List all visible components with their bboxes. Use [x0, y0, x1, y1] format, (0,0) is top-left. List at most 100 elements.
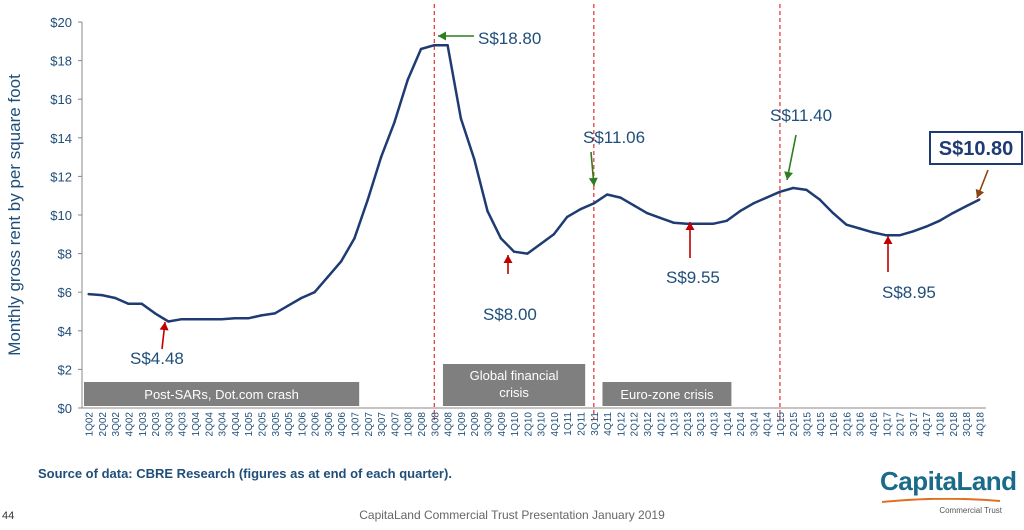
x-tick-label: 1Q06: [297, 412, 308, 437]
data-point: [619, 196, 622, 199]
annotation-box: [929, 131, 1023, 165]
x-tick-label: 3Q11: [590, 412, 601, 436]
value-annotation: S$9.55: [666, 222, 720, 287]
data-point: [207, 318, 210, 321]
x-tick-label: 2Q05: [257, 412, 268, 437]
value-annotation: S$8.95: [882, 236, 936, 302]
x-tick-label: 1Q05: [244, 412, 255, 437]
annotation-label: S$18.80: [478, 29, 541, 48]
x-tick-label: 2Q15: [789, 412, 800, 437]
period-box: Post-SARs, Dot.com crash: [84, 382, 360, 406]
value-annotation: S$11.40: [770, 106, 832, 181]
x-tick-label: 4Q08: [444, 412, 455, 437]
x-tick-label: 4Q15: [816, 412, 827, 437]
x-tick-label: 1Q18: [935, 412, 946, 437]
x-tick-label: 2Q13: [683, 412, 694, 437]
x-tick-label: 3Q05: [271, 412, 282, 437]
period-box-rect: [442, 364, 586, 406]
x-tick-label: 3Q15: [803, 412, 814, 437]
x-tick-label: 3Q04: [218, 412, 229, 437]
x-tick-label: 3Q13: [696, 412, 707, 437]
x-tick-label: 2Q08: [417, 412, 428, 437]
x-tick-label: 1Q09: [457, 412, 468, 437]
x-tick-label: 2Q04: [204, 412, 215, 437]
period-label: Post-SARs, Dot.com crash: [144, 387, 299, 402]
x-tick-label: 1Q17: [882, 412, 893, 437]
data-point: [871, 231, 875, 234]
data-point: [752, 202, 755, 205]
y-tick-label: $2: [58, 362, 72, 377]
x-tick-label: 1Q07: [351, 412, 362, 437]
y-tick-label: $20: [50, 15, 72, 30]
annotation-arrowhead: [784, 171, 793, 180]
data-point: [233, 317, 237, 320]
period-box-rect: [602, 382, 732, 406]
annotation-label: S$8.95: [882, 283, 936, 302]
data-point: [114, 296, 117, 300]
x-tick-label: 4Q13: [709, 412, 720, 437]
rent-series-line: [88, 43, 980, 323]
y-tick-label: $8: [58, 247, 72, 262]
data-point: [592, 202, 596, 205]
data-point: [605, 193, 609, 196]
data-point: [300, 296, 303, 300]
x-tick-label: 2Q14: [736, 412, 747, 437]
annotation-arrowhead: [975, 188, 985, 198]
x-tick-label: 3Q08: [430, 412, 441, 437]
y-tick-label: $14: [50, 131, 72, 146]
x-tick-label: 2Q17: [896, 412, 907, 437]
logo-swoosh-icon: [882, 498, 1000, 503]
x-tick-label: 2Q06: [311, 412, 322, 437]
data-point: [685, 222, 689, 225]
y-tick-label: $4: [58, 324, 72, 339]
data-point: [512, 250, 516, 253]
x-tick-label: 1Q14: [723, 412, 734, 437]
data-point: [526, 252, 529, 255]
annotation-label: S$4.48: [130, 349, 184, 368]
data-point: [552, 233, 556, 236]
x-tick-label: 3Q06: [324, 412, 335, 437]
period-box: Euro-zone crisis: [602, 382, 732, 406]
x-tick-label: 1Q12: [616, 412, 627, 437]
data-point: [472, 157, 476, 161]
data-point: [725, 219, 728, 222]
x-tick-label: 4Q03: [178, 412, 189, 437]
data-point: [672, 221, 675, 224]
data-point: [486, 209, 489, 213]
annotation-label: S$10.80: [939, 138, 1014, 160]
data-point: [406, 78, 409, 82]
logo-subtitle: Commercial Trust: [939, 506, 1002, 515]
data-point: [127, 302, 130, 305]
x-tick-label: 4Q04: [231, 412, 242, 437]
x-tick-label: 3Q14: [749, 412, 760, 437]
x-tick-label: 1Q04: [191, 412, 202, 437]
value-annotation: S$11.06: [583, 128, 645, 187]
annotation-label: S$11.40: [770, 106, 832, 125]
x-tick-label: 2Q12: [630, 412, 641, 437]
data-point: [659, 216, 662, 220]
data-point: [326, 275, 330, 278]
data-point: [898, 234, 901, 237]
data-point: [645, 211, 649, 215]
data-point: [313, 291, 316, 294]
period-label: Euro-zone crisis: [620, 387, 714, 402]
data-point: [433, 43, 436, 47]
x-tick-label: 1Q15: [776, 412, 787, 437]
x-tick-label: 4Q06: [337, 412, 348, 437]
data-point: [379, 155, 383, 159]
y-tick-label: $12: [50, 169, 72, 184]
annotation-arrowhead: [159, 322, 169, 331]
data-point: [246, 317, 250, 320]
x-tick-label: 2Q10: [523, 412, 534, 437]
x-tick-label: 4Q12: [656, 412, 667, 437]
x-tick-label: 2Q02: [98, 412, 109, 437]
data-point: [220, 318, 223, 321]
presentation-footer: CapitaLand Commercial Trust Presentation…: [359, 508, 665, 522]
logo-name: CapitaLand: [880, 466, 1017, 496]
x-tick-label: 4Q02: [125, 412, 136, 437]
data-point: [286, 304, 290, 307]
x-tick-label: 2Q11: [577, 412, 588, 436]
value-annotation: S$10.80: [929, 131, 1023, 199]
data-point: [938, 219, 941, 222]
data-point: [393, 121, 396, 124]
